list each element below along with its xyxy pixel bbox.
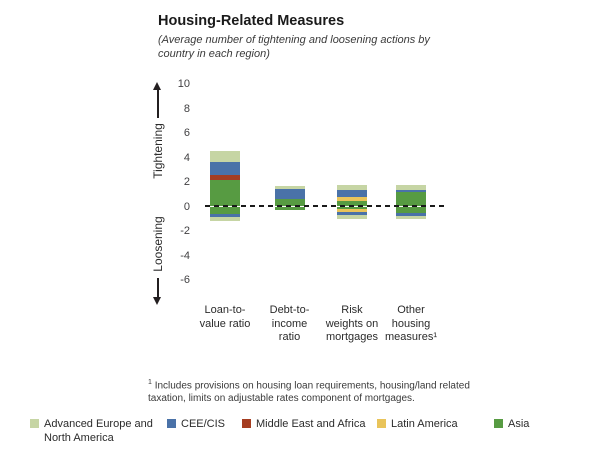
- bar-segment-advanced: [396, 215, 426, 219]
- y-tick-label: 2: [183, 176, 190, 188]
- bar-segment-advanced: [274, 186, 305, 190]
- legend-swatch-icon: [167, 419, 176, 428]
- category-label-line: housing: [391, 317, 431, 330]
- category-label-line: mortgages: [326, 331, 378, 343]
- bar-segment-asia: [210, 206, 240, 214]
- y-axis-label-loosening: Loosening: [151, 216, 165, 272]
- legend-label: Asia: [508, 418, 530, 430]
- y-tick-label: -2: [180, 225, 190, 237]
- category-label: Loan-to-value ratio: [185, 304, 265, 331]
- category-label-line: Risk: [341, 304, 363, 316]
- arrow-up-icon: [153, 82, 161, 90]
- category-label-line: Other: [397, 304, 425, 316]
- category-label-line: income: [271, 317, 308, 330]
- bar-segment-cee: [274, 189, 305, 200]
- bar-segment-cee: [396, 189, 426, 192]
- legend-item: Latin America: [377, 417, 458, 431]
- category-label-line: weights on: [325, 317, 379, 330]
- bar-segment-asia: [396, 206, 426, 213]
- bar-segment-asia: [396, 191, 426, 207]
- bar-segment-asia: [337, 200, 367, 207]
- bar-segment-advanced: [210, 151, 240, 163]
- legend-swatch-icon: [242, 419, 251, 428]
- bar-segment-asia: [274, 199, 305, 207]
- legend-label: CEE/CIS: [181, 418, 226, 430]
- y-tick-label: -4: [180, 249, 190, 262]
- legend-item: CEE/CIS: [167, 417, 225, 431]
- chart-subtitle-line-2: country in each region): [158, 48, 270, 60]
- bar-segment-asia: [274, 206, 305, 211]
- category-label-line: Debt-to-: [269, 304, 310, 316]
- tightening-arrow-line: [157, 89, 159, 118]
- footnote-line-2: taxation, limits on adjustable rates com…: [148, 393, 415, 405]
- category-label-line: value ratio: [199, 317, 251, 330]
- chart-subtitle: (Average number of tightening and loosen…: [158, 33, 430, 61]
- loosening-arrow-line: [157, 278, 159, 299]
- bar-segment-latam: [337, 208, 367, 212]
- bar-segment-cee: [337, 189, 367, 197]
- bar-segment-advanced: [396, 185, 426, 190]
- bar-segment-cee: [337, 212, 367, 216]
- bar-segment-advanced: [337, 215, 367, 219]
- zero-axis-dashed-line: [205, 205, 448, 207]
- footnote: 1 Includes provisions on housing loan re…: [148, 376, 470, 405]
- y-tick-label: 6: [183, 127, 190, 139]
- legend-swatch-icon: [377, 419, 386, 428]
- legend-swatch-icon: [494, 419, 503, 428]
- legend-item: Middle East and Africa: [242, 417, 365, 431]
- bar-segment-asia: [210, 179, 240, 207]
- bar-segment-advanced: [337, 185, 367, 190]
- bar-segment-cee: [210, 213, 240, 217]
- category-label: Other housing measures¹: [371, 304, 451, 345]
- chart-subtitle-line-1: (Average number of tightening and loosen…: [158, 34, 430, 46]
- bar-segment-mea: [210, 175, 240, 180]
- category-label-line: measures¹: [385, 331, 437, 343]
- category-label: Debt-to-income ratio: [250, 304, 330, 345]
- y-tick-label: 8: [183, 102, 190, 115]
- footnote-line-1: Includes provisions on housing loan requ…: [154, 380, 470, 392]
- footnote-marker: 1: [148, 379, 152, 386]
- chart-title: Housing-Related Measures: [158, 13, 345, 29]
- legend-label: Latin America: [391, 418, 458, 430]
- legend-item: Asia: [494, 417, 529, 431]
- bar-segment-cee: [210, 162, 240, 176]
- legend-swatch-icon: [30, 419, 39, 428]
- legend-label: Middle East and Africa: [256, 418, 366, 430]
- arrow-down-icon: [153, 297, 161, 305]
- bar-segment-asia: [337, 206, 367, 209]
- bar-segment-cee: [396, 212, 426, 216]
- category-label-line: ratio: [278, 331, 301, 343]
- y-tick-label: 0: [183, 200, 190, 213]
- bar-segment-latam: [337, 196, 367, 201]
- y-tick-label: 4: [183, 151, 190, 164]
- legend-item: Advanced Europe and North America: [30, 417, 170, 445]
- y-tick-label: -6: [180, 274, 190, 286]
- y-tick-label: 10: [177, 78, 190, 90]
- category-label-line: Loan-to-: [204, 304, 246, 316]
- category-label: Risk weights on mortgages: [312, 304, 392, 345]
- bar-segment-advanced: [210, 216, 240, 222]
- legend-label: Advanced Europe and North America: [44, 418, 153, 444]
